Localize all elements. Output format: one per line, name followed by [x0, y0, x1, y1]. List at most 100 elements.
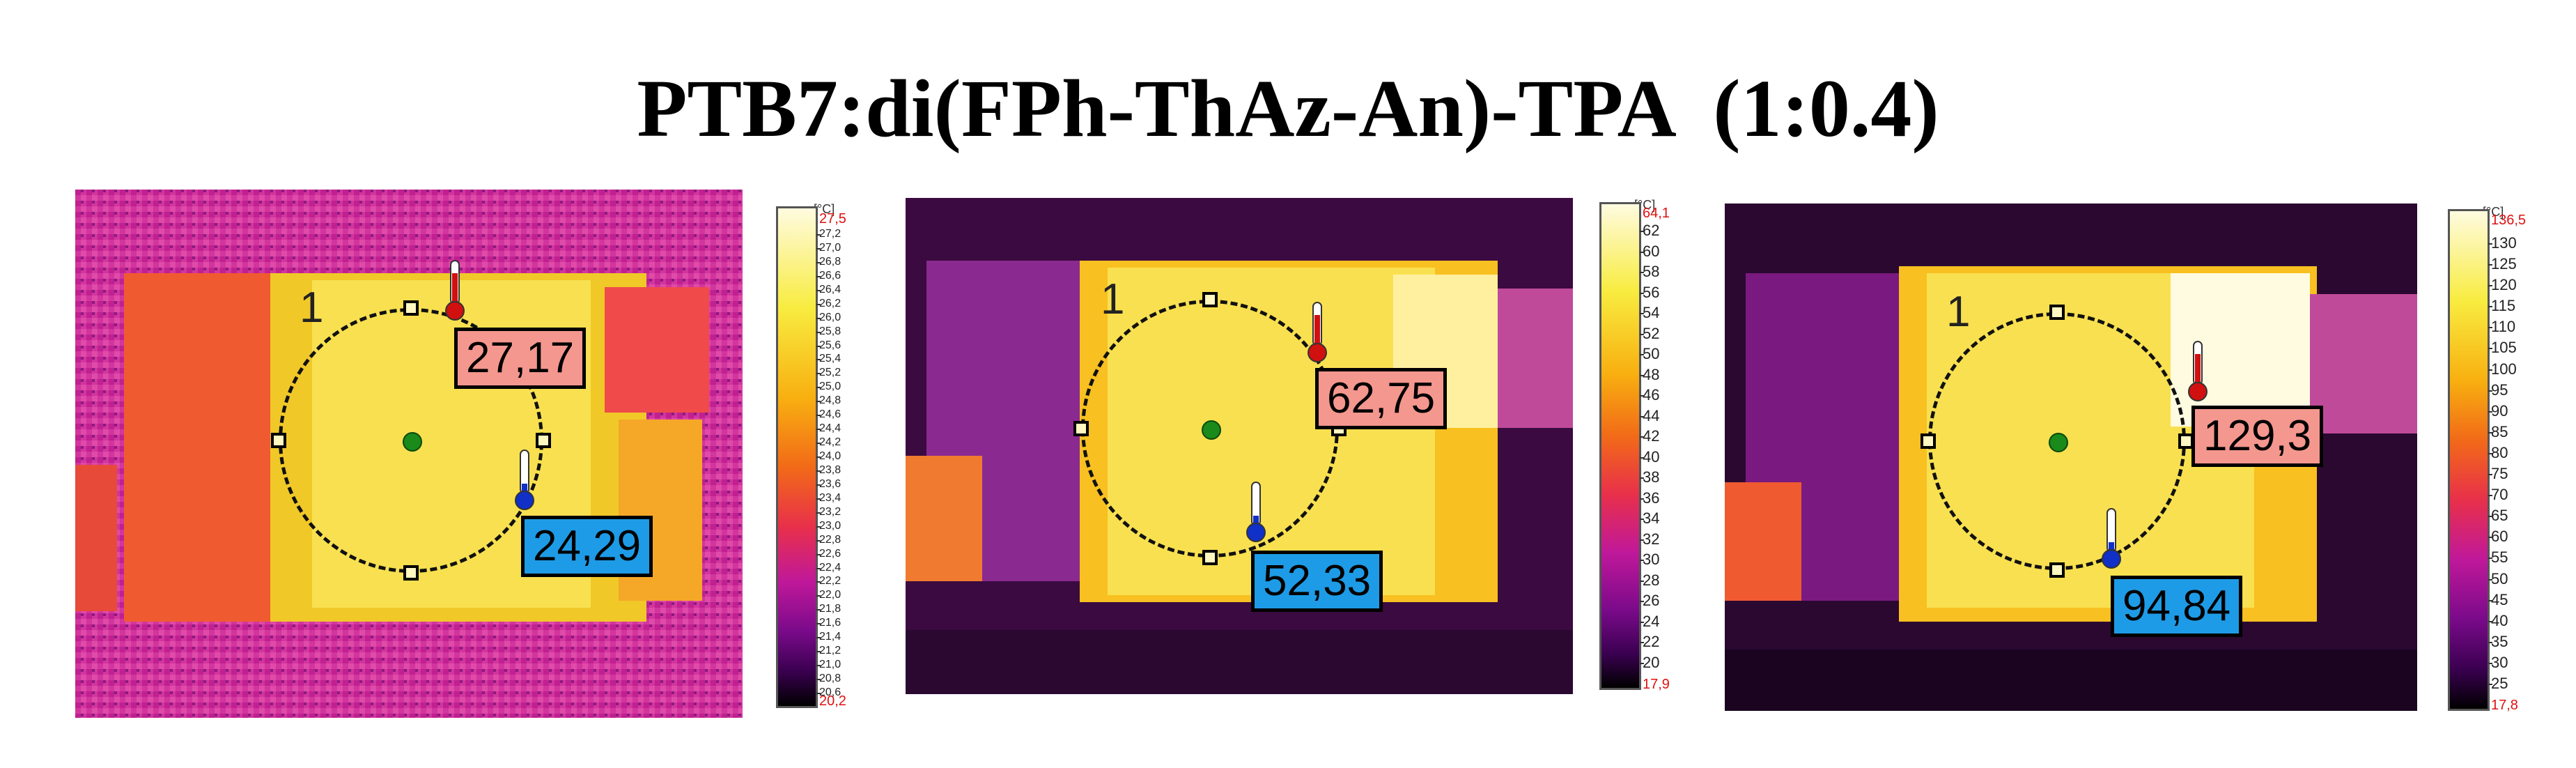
- scale-tick-mark: [816, 581, 821, 583]
- scale-tick-label: 25,2: [819, 367, 841, 379]
- scale-tick-label: 22,2: [819, 575, 841, 587]
- scale-tick-label: 24: [1643, 612, 1660, 630]
- scale-tick-mark: [816, 345, 821, 347]
- max-temperature-label: 62,75: [1315, 368, 1448, 429]
- scale-tick-label: 52: [1643, 324, 1660, 342]
- roi-handle-bottom[interactable]: [2049, 562, 2065, 578]
- scale-tick-mark: [1640, 456, 1644, 459]
- scale-tick-mark: [2488, 348, 2492, 350]
- scale-tick-label: 54: [1643, 304, 1660, 322]
- scale-tick-mark: [1640, 333, 1644, 335]
- scale-tick-mark: [1640, 642, 1644, 644]
- scale-tick-mark: [1640, 498, 1644, 500]
- scale-tick-mark: [1640, 374, 1644, 376]
- scale-max: 27,5: [819, 211, 846, 226]
- scale-tick-label: 27,2: [819, 228, 841, 240]
- scale-max: 136,5: [2491, 213, 2527, 228]
- roi-handle-top[interactable]: [1202, 292, 1218, 307]
- scale-tick-label: 20,6: [819, 686, 841, 698]
- scale-tick-label: 100: [2491, 360, 2517, 378]
- scale-tick-label: 21,2: [819, 645, 841, 657]
- scale-tick-label: 22,8: [819, 533, 841, 546]
- scale-tick-label: 48: [1643, 365, 1660, 383]
- temperature-scale-1: [°C] 27,5 20,2 27,2 27,0 26,8 26,6 26,4 26,2 2…: [776, 202, 860, 708]
- scale-tick-label: 50: [1643, 345, 1660, 363]
- color-scale-bar: [1599, 202, 1641, 690]
- scale-tick-label: 44: [1643, 406, 1660, 424]
- scale-tick-mark: [1640, 601, 1644, 603]
- scale-tick-mark: [2488, 410, 2492, 413]
- scale-tick-mark: [2488, 599, 2492, 601]
- scale-tick-mark: [816, 484, 821, 486]
- scale-tick-label: 45: [2491, 590, 2508, 608]
- scale-tick-mark: [816, 261, 821, 263]
- scale-tick-label: 30: [1643, 551, 1660, 569]
- min-temperature-label: 94,84: [2111, 576, 2243, 637]
- scale-tick-label: 95: [2491, 381, 2508, 399]
- scale-tick-label: 21,6: [819, 617, 841, 629]
- scale-tick-mark: [816, 275, 821, 277]
- roi-number: 1: [1101, 275, 1125, 323]
- scale-tick-mark: [1640, 231, 1644, 232]
- min-temperature-label: 24,29: [521, 516, 653, 577]
- scale-tick-label: 115: [2491, 297, 2516, 315]
- scale-tick-label: 22,6: [819, 547, 841, 560]
- temperature-scale-3: [°C] 136,5 17,8 130 125 120 115 110 105 100 95 9…: [2448, 205, 2527, 713]
- scale-tick-mark: [1640, 415, 1644, 417]
- scale-tick-mark: [816, 373, 821, 375]
- color-scale-bar: [776, 206, 818, 708]
- roi-handle-top[interactable]: [2049, 305, 2065, 320]
- roi-number: 1: [300, 284, 324, 332]
- roi-handle-bottom[interactable]: [1202, 550, 1218, 565]
- roi-handle-right[interactable]: [536, 433, 551, 448]
- scale-tick-label: 26,4: [819, 283, 841, 295]
- scale-tick-label: 36: [1643, 489, 1660, 507]
- scale-tick-mark: [816, 401, 821, 403]
- scale-tick-label: 26,6: [819, 269, 841, 282]
- thermometer-cold-icon: [2102, 508, 2121, 569]
- thermometer-hot-icon: [445, 260, 465, 321]
- roi-handle-bottom[interactable]: [403, 565, 419, 581]
- scale-tick-label: 20: [1643, 654, 1660, 671]
- scale-tick-label: 24,8: [819, 394, 841, 407]
- scale-tick-label: 62: [1643, 222, 1660, 239]
- scale-tick-label: 130: [2491, 234, 2517, 252]
- scale-tick-mark: [2488, 620, 2492, 622]
- scale-tick-mark: [2488, 452, 2492, 454]
- thermometer-hot-icon: [2188, 341, 2208, 401]
- scale-tick-mark: [1640, 560, 1644, 562]
- scale-min: 17,8: [2491, 698, 2518, 713]
- scale-tick-mark: [816, 693, 821, 694]
- scale-tick-mark: [2488, 390, 2492, 392]
- scale-tick-mark: [816, 623, 821, 625]
- thermometer-cold-icon: [1246, 482, 1266, 542]
- scale-tick-mark: [1640, 354, 1644, 356]
- scale-tick-mark: [816, 539, 821, 542]
- max-temperature-label: 129,3: [2191, 406, 2324, 467]
- scale-tick-mark: [2488, 558, 2492, 560]
- scale-tick-label: 25: [2491, 675, 2508, 692]
- scale-tick-label: 58: [1643, 263, 1660, 281]
- roi-handle-left[interactable]: [1921, 433, 1936, 449]
- scale-tick-mark: [2488, 369, 2492, 371]
- scale-tick-mark: [816, 609, 821, 611]
- roi-handle-top[interactable]: [403, 300, 419, 316]
- scale-min: 17,9: [1643, 677, 1670, 692]
- scale-tick-mark: [816, 359, 821, 361]
- roi-handle-left[interactable]: [271, 433, 286, 448]
- scale-tick-label: 21,8: [819, 603, 841, 615]
- scale-tick-label: 60: [2491, 528, 2508, 546]
- scale-tick-label: 38: [1643, 468, 1660, 486]
- scale-tick-mark: [1640, 313, 1644, 315]
- roi-center: [1202, 420, 1221, 440]
- min-temperature-label: 52,33: [1251, 551, 1383, 612]
- scale-tick-mark: [816, 498, 821, 500]
- scale-tick-mark: [2488, 495, 2492, 497]
- roi-handle-left[interactable]: [1073, 421, 1089, 436]
- scale-tick-label: 28: [1643, 571, 1660, 589]
- scale-tick-mark: [1640, 292, 1644, 294]
- scale-tick-mark: [816, 679, 821, 681]
- scale-tick-label: 70: [2491, 486, 2508, 504]
- scale-tick-label: 110: [2491, 318, 2516, 336]
- scale-tick-mark: [1640, 272, 1644, 274]
